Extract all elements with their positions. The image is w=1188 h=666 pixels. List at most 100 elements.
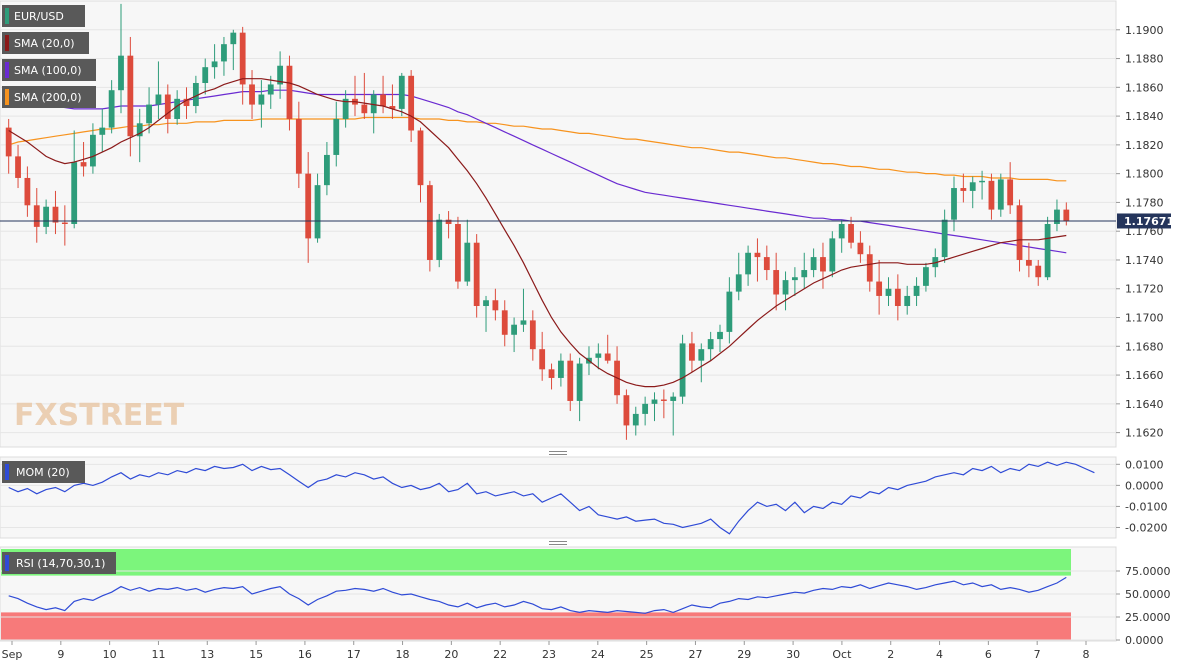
x-tick-label: 27: [688, 648, 702, 661]
candle-body: [557, 360, 564, 378]
candle: [417, 127, 424, 203]
candle-body: [324, 154, 330, 186]
candle: [642, 396, 649, 426]
candle-body: [642, 403, 649, 414]
candle: [698, 343, 705, 383]
price-tick-label: 1.1880: [1125, 53, 1164, 66]
legend-sma-20-box: [2, 32, 89, 54]
x-tick-label: 25: [640, 648, 654, 661]
panel-splitter-2[interactable]: [549, 541, 567, 545]
candle-body: [969, 182, 976, 191]
candle: [848, 216, 854, 249]
candle: [258, 80, 265, 128]
candle: [108, 80, 115, 134]
sma-20-line: [8, 78, 1067, 388]
candle-body: [239, 32, 246, 85]
x-tick-label: 17: [347, 648, 361, 661]
candle-body: [183, 98, 190, 107]
candle-body: [483, 300, 489, 307]
candle-body: [314, 185, 321, 239]
candle: [24, 166, 31, 217]
legend-sma-20-text: SMA (20,0): [14, 37, 75, 50]
candle-body: [595, 353, 602, 358]
candle-body: [80, 162, 87, 167]
x-tick-label: 10: [103, 648, 117, 661]
rsi-tick-label: 75.0000: [1125, 565, 1171, 578]
candle: [342, 90, 349, 128]
x-tick-label: 30: [786, 648, 800, 661]
candle-body: [726, 291, 733, 332]
candle-body: [501, 310, 508, 335]
candle: [221, 36, 227, 76]
x-tick-label: Oct: [832, 648, 852, 661]
candle: [689, 331, 695, 373]
candle-body: [511, 324, 518, 335]
candle: [239, 26, 246, 105]
candle-body: [52, 206, 59, 223]
x-tick-label: 22: [493, 648, 507, 661]
momentum-tick-label: 0.0100: [1125, 458, 1164, 471]
panel-splitter-1[interactable]: [549, 451, 567, 455]
candle-body: [791, 277, 798, 281]
candle-body: [876, 281, 883, 296]
x-tick-label: 20: [444, 648, 458, 661]
candle-body: [923, 267, 929, 286]
candle: [651, 392, 658, 422]
momentum-y-axis: 0.0100 0.0000 -0.0100 -0.0200: [1116, 458, 1167, 534]
candle-body: [277, 65, 284, 85]
price-tick-label: 1.1900: [1125, 24, 1164, 37]
price-tick-label: 1.1620: [1125, 427, 1164, 440]
legend-symbol-swatch: [5, 8, 9, 24]
candle-body: [174, 98, 181, 119]
candle-body: [408, 75, 415, 131]
candle: [773, 252, 780, 311]
candle: [557, 353, 564, 387]
candle-body: [623, 395, 630, 426]
candle-body: [951, 188, 957, 220]
candle-body: [820, 257, 826, 272]
candle-body: [71, 162, 78, 224]
candle-body: [745, 252, 751, 275]
momentum-tick-label: 0.0000: [1125, 479, 1164, 492]
candle-body: [24, 177, 31, 206]
candle-body: [258, 94, 265, 105]
candle: [174, 90, 181, 125]
candle-body: [941, 219, 948, 258]
candle-body: [43, 206, 50, 227]
candle-body: [370, 94, 377, 114]
candle-body: [576, 363, 583, 401]
candle: [595, 343, 602, 370]
momentum-tick-label: -0.0200: [1125, 521, 1167, 534]
candle: [960, 173, 967, 203]
x-tick-label: 6: [985, 648, 992, 661]
candle: [763, 245, 770, 281]
candle-body: [894, 288, 901, 307]
candle: [567, 353, 574, 412]
candle: [33, 188, 40, 243]
x-tick-label: 9: [57, 648, 64, 661]
candle-body: [164, 94, 171, 119]
candle: [277, 51, 284, 99]
legend-momentum-swatch: [5, 464, 9, 480]
price-tick-label: 1.1640: [1125, 398, 1164, 411]
price-y-axis: 1.1620 1.1640 1.1660 1.1680 1.1700 1.1720 1.17…: [1116, 24, 1164, 440]
x-tick-label: 13: [200, 648, 214, 661]
legend-momentum-box: [2, 461, 85, 483]
candle-body: [717, 331, 723, 340]
candle-body: [118, 55, 124, 91]
legend-sma-200-swatch: [5, 89, 9, 105]
candle: [267, 75, 274, 109]
candle: [1007, 162, 1014, 214]
candle-body: [904, 295, 911, 307]
x-tick-label: 2: [887, 648, 894, 661]
candle: [90, 123, 96, 174]
candle-body: [679, 343, 686, 397]
candle: [305, 152, 312, 263]
candle: [164, 84, 171, 134]
candle-body: [988, 180, 995, 210]
candle: [136, 108, 143, 163]
candle-body: [670, 396, 677, 401]
candle-body: [33, 205, 40, 227]
legend-momentum: MOM (20): [2, 461, 85, 483]
rsi-tick-label: 50.0000: [1125, 588, 1171, 601]
